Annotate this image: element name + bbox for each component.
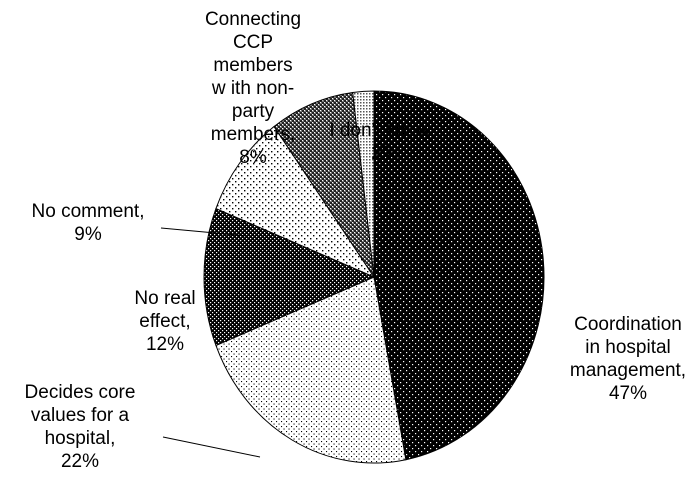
data-label-4: No comment, 9% bbox=[32, 201, 145, 245]
pie-slice-5 bbox=[273, 91, 375, 278]
data-label-line: Connecting bbox=[205, 9, 301, 30]
pie-slice-4 bbox=[215, 125, 376, 279]
data-label-line: 9% bbox=[74, 224, 102, 245]
pie-slice-6 bbox=[352, 90, 375, 278]
data-label-1: Coordination in hospital management, 47% bbox=[570, 314, 686, 404]
data-label-line: w ith non- bbox=[211, 78, 294, 99]
data-label-6: I don't know , 2% bbox=[329, 120, 440, 164]
leader-line-4 bbox=[160, 227, 249, 237]
data-label-line: hospital, bbox=[45, 428, 116, 449]
data-label-line: 47% bbox=[609, 383, 647, 404]
data-label-line: CCP bbox=[233, 32, 273, 53]
data-label-line: 22% bbox=[61, 451, 99, 472]
data-label-3: No real effect, 12% bbox=[134, 288, 195, 355]
data-label-line: I don't know , bbox=[329, 120, 440, 141]
data-label-5: Connecting CCP members w ith non-party membe… bbox=[205, 9, 301, 168]
leader-line-2 bbox=[162, 436, 261, 458]
data-label-line: members bbox=[213, 55, 292, 76]
data-label-line: party bbox=[232, 101, 275, 122]
data-label-line: Coordination bbox=[574, 314, 682, 335]
pie-slice-3 bbox=[203, 207, 376, 347]
data-label-line: management, bbox=[570, 360, 686, 381]
data-label-line: No comment, bbox=[32, 201, 145, 222]
data-label-line: 8% bbox=[239, 147, 267, 168]
data-label-line: in hospital bbox=[585, 337, 671, 358]
data-label-2: Decides core values for a hospital, 22% bbox=[25, 382, 136, 472]
pie-slice-2 bbox=[215, 276, 407, 464]
data-label-line: 2% bbox=[371, 143, 399, 164]
data-label-line: effect, bbox=[139, 311, 190, 332]
data-label-line: values for a bbox=[31, 405, 130, 426]
data-label-line: Decides core bbox=[25, 382, 136, 403]
data-label-line: 12% bbox=[146, 334, 184, 355]
pie-slice-1 bbox=[373, 90, 545, 461]
data-label-line: members, bbox=[211, 124, 295, 145]
data-label-line: No real bbox=[134, 288, 195, 309]
